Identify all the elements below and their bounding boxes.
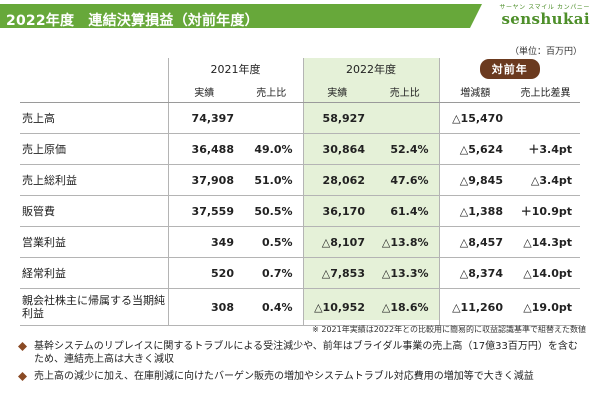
cell-ratio-2021: 0.5% bbox=[240, 226, 303, 258]
header-row-years: 2021年度 2022年度 対前年 bbox=[20, 58, 580, 80]
cell-ratio-2021: 50.5% bbox=[240, 195, 303, 227]
table-row-sga: 販管費 37,559 50.5% 36,170 61.4% △1,388 ＋10… bbox=[20, 195, 580, 227]
cell-ratio-2021: 51.0% bbox=[240, 164, 303, 196]
bullet-text: 売上高の減少に加え、在庫削減に向けたバーゲン販売の増加やシステムトラブル対応費用… bbox=[34, 371, 534, 382]
table-row-gross-profit: 売上総利益 37,908 51.0% 28,062 47.6% △9,845 △… bbox=[20, 164, 580, 196]
header-row-metrics: 実績 売上比 実績 売上比 増減額 売上比差異 bbox=[20, 80, 580, 103]
cell-change: △8,374 bbox=[438, 257, 511, 289]
cell-ratio-diff: ＋3.4pt bbox=[511, 133, 580, 165]
header-ratio-diff: 売上比差異 bbox=[511, 80, 580, 103]
yoy-badge: 対前年 bbox=[479, 59, 540, 79]
cell-actual-2022: △8,107 bbox=[302, 226, 371, 258]
financial-table: 2021年度 2022年度 対前年 実績 売上比 実績 売上比 増減額 売上比差… bbox=[20, 58, 580, 326]
table-row-sales: 売上高 74,397 58,927 △15,470 bbox=[20, 102, 580, 134]
cell-actual-2021: 349 bbox=[167, 226, 240, 258]
cell-actual-2021: 308 bbox=[167, 288, 240, 326]
cell-actual-2021: 37,559 bbox=[167, 195, 240, 227]
table-row-ordinary-income: 経常利益 520 0.7% △7,853 △13.3% △8,374 △14.0… bbox=[20, 257, 580, 289]
header-change: 増減額 bbox=[438, 80, 511, 103]
cell-ratio-2022: △18.6% bbox=[371, 288, 439, 326]
list-item: 基幹システムのリプレイスに関するトラブルによる受注減少や、前年はブライダル事業の… bbox=[16, 340, 586, 366]
cell-actual-2022: 36,170 bbox=[302, 195, 371, 227]
row-label: 親会社株主に帰属する当期純利益 bbox=[20, 288, 168, 326]
table-row-net-income: 親会社株主に帰属する当期純利益 308 0.4% △10,952 △18.6% … bbox=[20, 288, 580, 326]
cell-ratio-2021: 0.4% bbox=[240, 288, 303, 326]
cell-ratio-2022 bbox=[371, 102, 439, 134]
header-ratio-2021: 売上比 bbox=[240, 80, 303, 103]
cell-ratio-2021: 49.0% bbox=[240, 133, 303, 165]
cell-actual-2021: 74,397 bbox=[167, 102, 240, 134]
cell-ratio-diff: △14.0pt bbox=[511, 257, 580, 289]
financial-table-wrapper: 2021年度 2022年度 対前年 実績 売上比 実績 売上比 増減額 売上比差… bbox=[20, 58, 580, 326]
page-title: 2022年度 連結決算損益（対前年度） bbox=[6, 13, 259, 29]
row-label: 売上原価 bbox=[20, 133, 168, 165]
cell-change: △1,388 bbox=[438, 195, 511, 227]
row-label: 売上高 bbox=[20, 102, 168, 134]
cell-ratio-2022: 47.6% bbox=[371, 164, 439, 196]
cell-ratio-2022: △13.3% bbox=[371, 257, 439, 289]
cell-change: △11,260 bbox=[438, 288, 511, 326]
row-label: 経常利益 bbox=[20, 257, 168, 289]
header-yoy: 対前年 bbox=[438, 58, 580, 80]
cell-ratio-2021 bbox=[240, 102, 303, 134]
cell-actual-2021: 36,488 bbox=[167, 133, 240, 165]
unit-label: （単位：百万円） bbox=[509, 47, 582, 57]
header-fy2021: 2021年度 bbox=[167, 58, 303, 80]
cell-actual-2022: 28,062 bbox=[302, 164, 371, 196]
company-logo: サーヤン スマイル カンパニー senshukai bbox=[499, 2, 590, 28]
cell-change: △8,457 bbox=[438, 226, 511, 258]
cell-ratio-diff: △3.4pt bbox=[511, 164, 580, 196]
table-row-cogs: 売上原価 36,488 49.0% 30,864 52.4% △5,624 ＋3… bbox=[20, 133, 580, 165]
cell-actual-2022: △10,952 bbox=[302, 288, 371, 326]
list-item: 売上高の減少に加え、在庫削減に向けたバーゲン販売の増加やシステムトラブル対応費用… bbox=[16, 370, 586, 383]
header-empty-2 bbox=[20, 80, 168, 103]
row-label: 売上総利益 bbox=[20, 164, 168, 196]
diamond-bullet-icon bbox=[18, 342, 27, 351]
cell-change: △15,470 bbox=[438, 102, 511, 134]
footnote: ※ 2021年実績は2022年との比較用に簡易的に収益認識基準で組替えた数値 bbox=[312, 325, 586, 334]
title-bar: 2022年度 連結決算損益（対前年度） bbox=[0, 4, 482, 29]
row-label: 販管費 bbox=[20, 195, 168, 227]
cell-actual-2021: 37,908 bbox=[167, 164, 240, 196]
header-empty bbox=[20, 58, 168, 80]
header-fy2022: 2022年度 bbox=[302, 58, 439, 80]
logo-wordmark: senshukai bbox=[501, 10, 590, 28]
cell-actual-2022: △7,853 bbox=[302, 257, 371, 289]
cell-actual-2022: 30,864 bbox=[302, 133, 371, 165]
cell-actual-2021: 520 bbox=[167, 257, 240, 289]
header-ratio-2022: 売上比 bbox=[371, 80, 439, 103]
cell-ratio-2022: 61.4% bbox=[371, 195, 439, 227]
slide-header: 2022年度 連結決算損益（対前年度） サーヤン スマイル カンパニー sens… bbox=[0, 0, 600, 32]
cell-ratio-diff: ＋10.9pt bbox=[511, 195, 580, 227]
header-actual-2021: 実績 bbox=[167, 80, 240, 103]
cell-ratio-2022: △13.8% bbox=[371, 226, 439, 258]
diamond-bullet-icon bbox=[18, 372, 27, 381]
logo-tagline: サーヤン スマイル カンパニー bbox=[499, 4, 590, 11]
cell-ratio-diff: △19.0pt bbox=[511, 288, 580, 326]
table-row-operating-income: 営業利益 349 0.5% △8,107 △13.8% △8,457 △14.3… bbox=[20, 226, 580, 258]
cell-change: △5,624 bbox=[438, 133, 511, 165]
header-actual-2022: 実績 bbox=[302, 80, 371, 103]
cell-ratio-diff: △14.3pt bbox=[511, 226, 580, 258]
cell-actual-2022: 58,927 bbox=[302, 102, 371, 134]
cell-ratio-2021: 0.7% bbox=[240, 257, 303, 289]
row-label: 営業利益 bbox=[20, 226, 168, 258]
cell-ratio-diff bbox=[511, 102, 580, 134]
bullet-text: 基幹システムのリプレイスに関するトラブルによる受注減少や、前年はブライダル事業の… bbox=[34, 341, 578, 365]
commentary-list: 基幹システムのリプレイスに関するトラブルによる受注減少や、前年はブライダル事業の… bbox=[16, 340, 586, 387]
cell-change: △9,845 bbox=[438, 164, 511, 196]
cell-ratio-2022: 52.4% bbox=[371, 133, 439, 165]
